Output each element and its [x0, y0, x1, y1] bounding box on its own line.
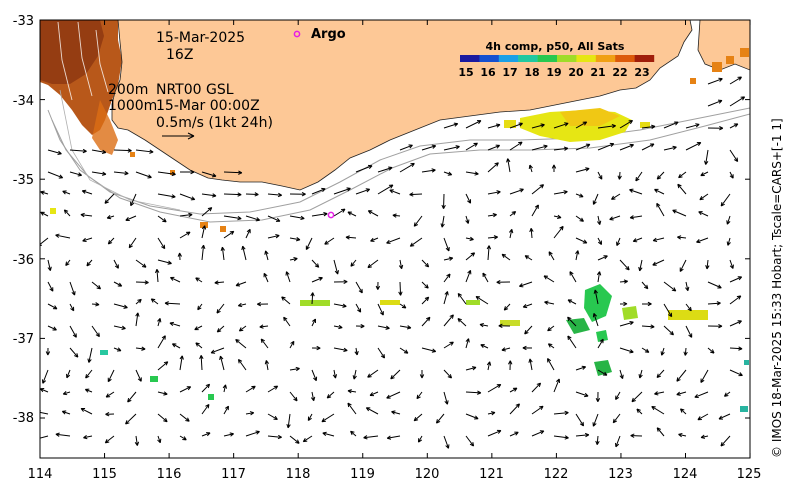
isobath-1000m-label: 1000m — [108, 98, 157, 114]
lon-tick-labels: 114 115 116 117 118 119 120 121 122 123 … — [28, 467, 762, 482]
colorbar-labels: 15 16 17 18 19 20 21 22 23 — [458, 66, 649, 79]
lon-tick-label: 120 — [415, 467, 440, 482]
colorbar-label: 18 — [524, 66, 539, 79]
nrt-label: NRT00 GSL — [156, 82, 234, 98]
credit-text: © IMOS 18-Mar-2025 15:33 Hobart; Tscale=… — [770, 118, 784, 458]
lat-tick-label: -37 — [13, 332, 34, 347]
colorbar-cell — [460, 55, 480, 62]
lon-tick-label: 119 — [350, 467, 375, 482]
lon-tick-label: 115 — [92, 467, 117, 482]
sst-orange-band — [92, 100, 118, 155]
lon-tick-label: 121 — [479, 467, 504, 482]
sst-hot-core — [40, 20, 104, 84]
colorbar-label: 16 — [480, 66, 496, 79]
lat-tick-label: -35 — [13, 173, 34, 188]
lat-tick-label: -34 — [13, 94, 34, 109]
lon-tick-label: 118 — [286, 467, 311, 482]
lon-tick-label: 124 — [673, 467, 698, 482]
lon-tick-label: 125 — [737, 467, 762, 482]
scale-label: 0.5m/s (1kt 24h) — [156, 115, 273, 131]
colorbar-cell — [498, 55, 519, 62]
plot-frame — [39, 19, 751, 459]
isobath-200m-label: 200m — [108, 82, 148, 98]
hour-label: 16Z — [166, 47, 193, 63]
colorbar-cell — [576, 55, 596, 62]
map-annotations: 15-Mar-2025 16Z 200m NRT00 GSL 1000m 15-… — [108, 30, 273, 140]
colorbar-cell — [537, 55, 558, 62]
colorbar-cell — [595, 55, 616, 62]
velocity-arrows — [40, 76, 746, 449]
colorbar-label: 21 — [590, 66, 605, 79]
colorbar-label: 17 — [502, 66, 517, 79]
colorbar-title: 4h comp, p50, All Sats — [486, 40, 625, 53]
lat-ticks — [40, 19, 750, 419]
isobath-coastal — [59, 89, 181, 211]
lat-tick-label: -38 — [13, 411, 34, 426]
colorbar-label: 22 — [612, 66, 627, 79]
lat-tick-label: -33 — [13, 14, 34, 29]
lon-tick-label: 116 — [157, 467, 182, 482]
argo-legend-marker — [293, 30, 301, 38]
sst-yellow-patches — [504, 108, 650, 142]
colorbar-label: 20 — [568, 66, 584, 79]
lat-tick-labels: -33 -34 -35 -36 -37 -38 — [13, 14, 34, 426]
colorbar-cell — [557, 55, 577, 62]
argo-float-marker — [327, 211, 335, 219]
colorbar-cell — [615, 55, 635, 62]
nrt-time-label: 15-Mar 00:00Z — [156, 98, 260, 114]
lat-tick-label: -36 — [13, 253, 34, 268]
lon-tick-label: 123 — [608, 467, 633, 482]
land-mass — [111, 20, 693, 191]
scale-arrow — [162, 132, 195, 140]
colorbar-label: 23 — [634, 66, 649, 79]
isobath-white-contours — [57, 21, 109, 101]
colorbar-cell — [479, 55, 499, 62]
argo-legend-label: Argo — [311, 27, 346, 42]
lon-tick-label: 114 — [28, 467, 53, 482]
colorbar: 4h comp, p50, All Sats 15 16 17 18 19 20… — [458, 40, 655, 79]
colorbar-cell — [518, 55, 538, 62]
colorbar-cell — [634, 55, 655, 62]
colorbar-cells — [460, 55, 655, 62]
land-east-tip — [697, 20, 750, 71]
lon-tick-label: 122 — [544, 467, 569, 482]
colorbar-label: 19 — [546, 66, 561, 79]
lon-ticks — [39, 20, 751, 458]
colorbar-label: 15 — [458, 66, 473, 79]
date-label: 15-Mar-2025 — [156, 30, 245, 46]
lon-tick-label: 117 — [221, 467, 246, 482]
